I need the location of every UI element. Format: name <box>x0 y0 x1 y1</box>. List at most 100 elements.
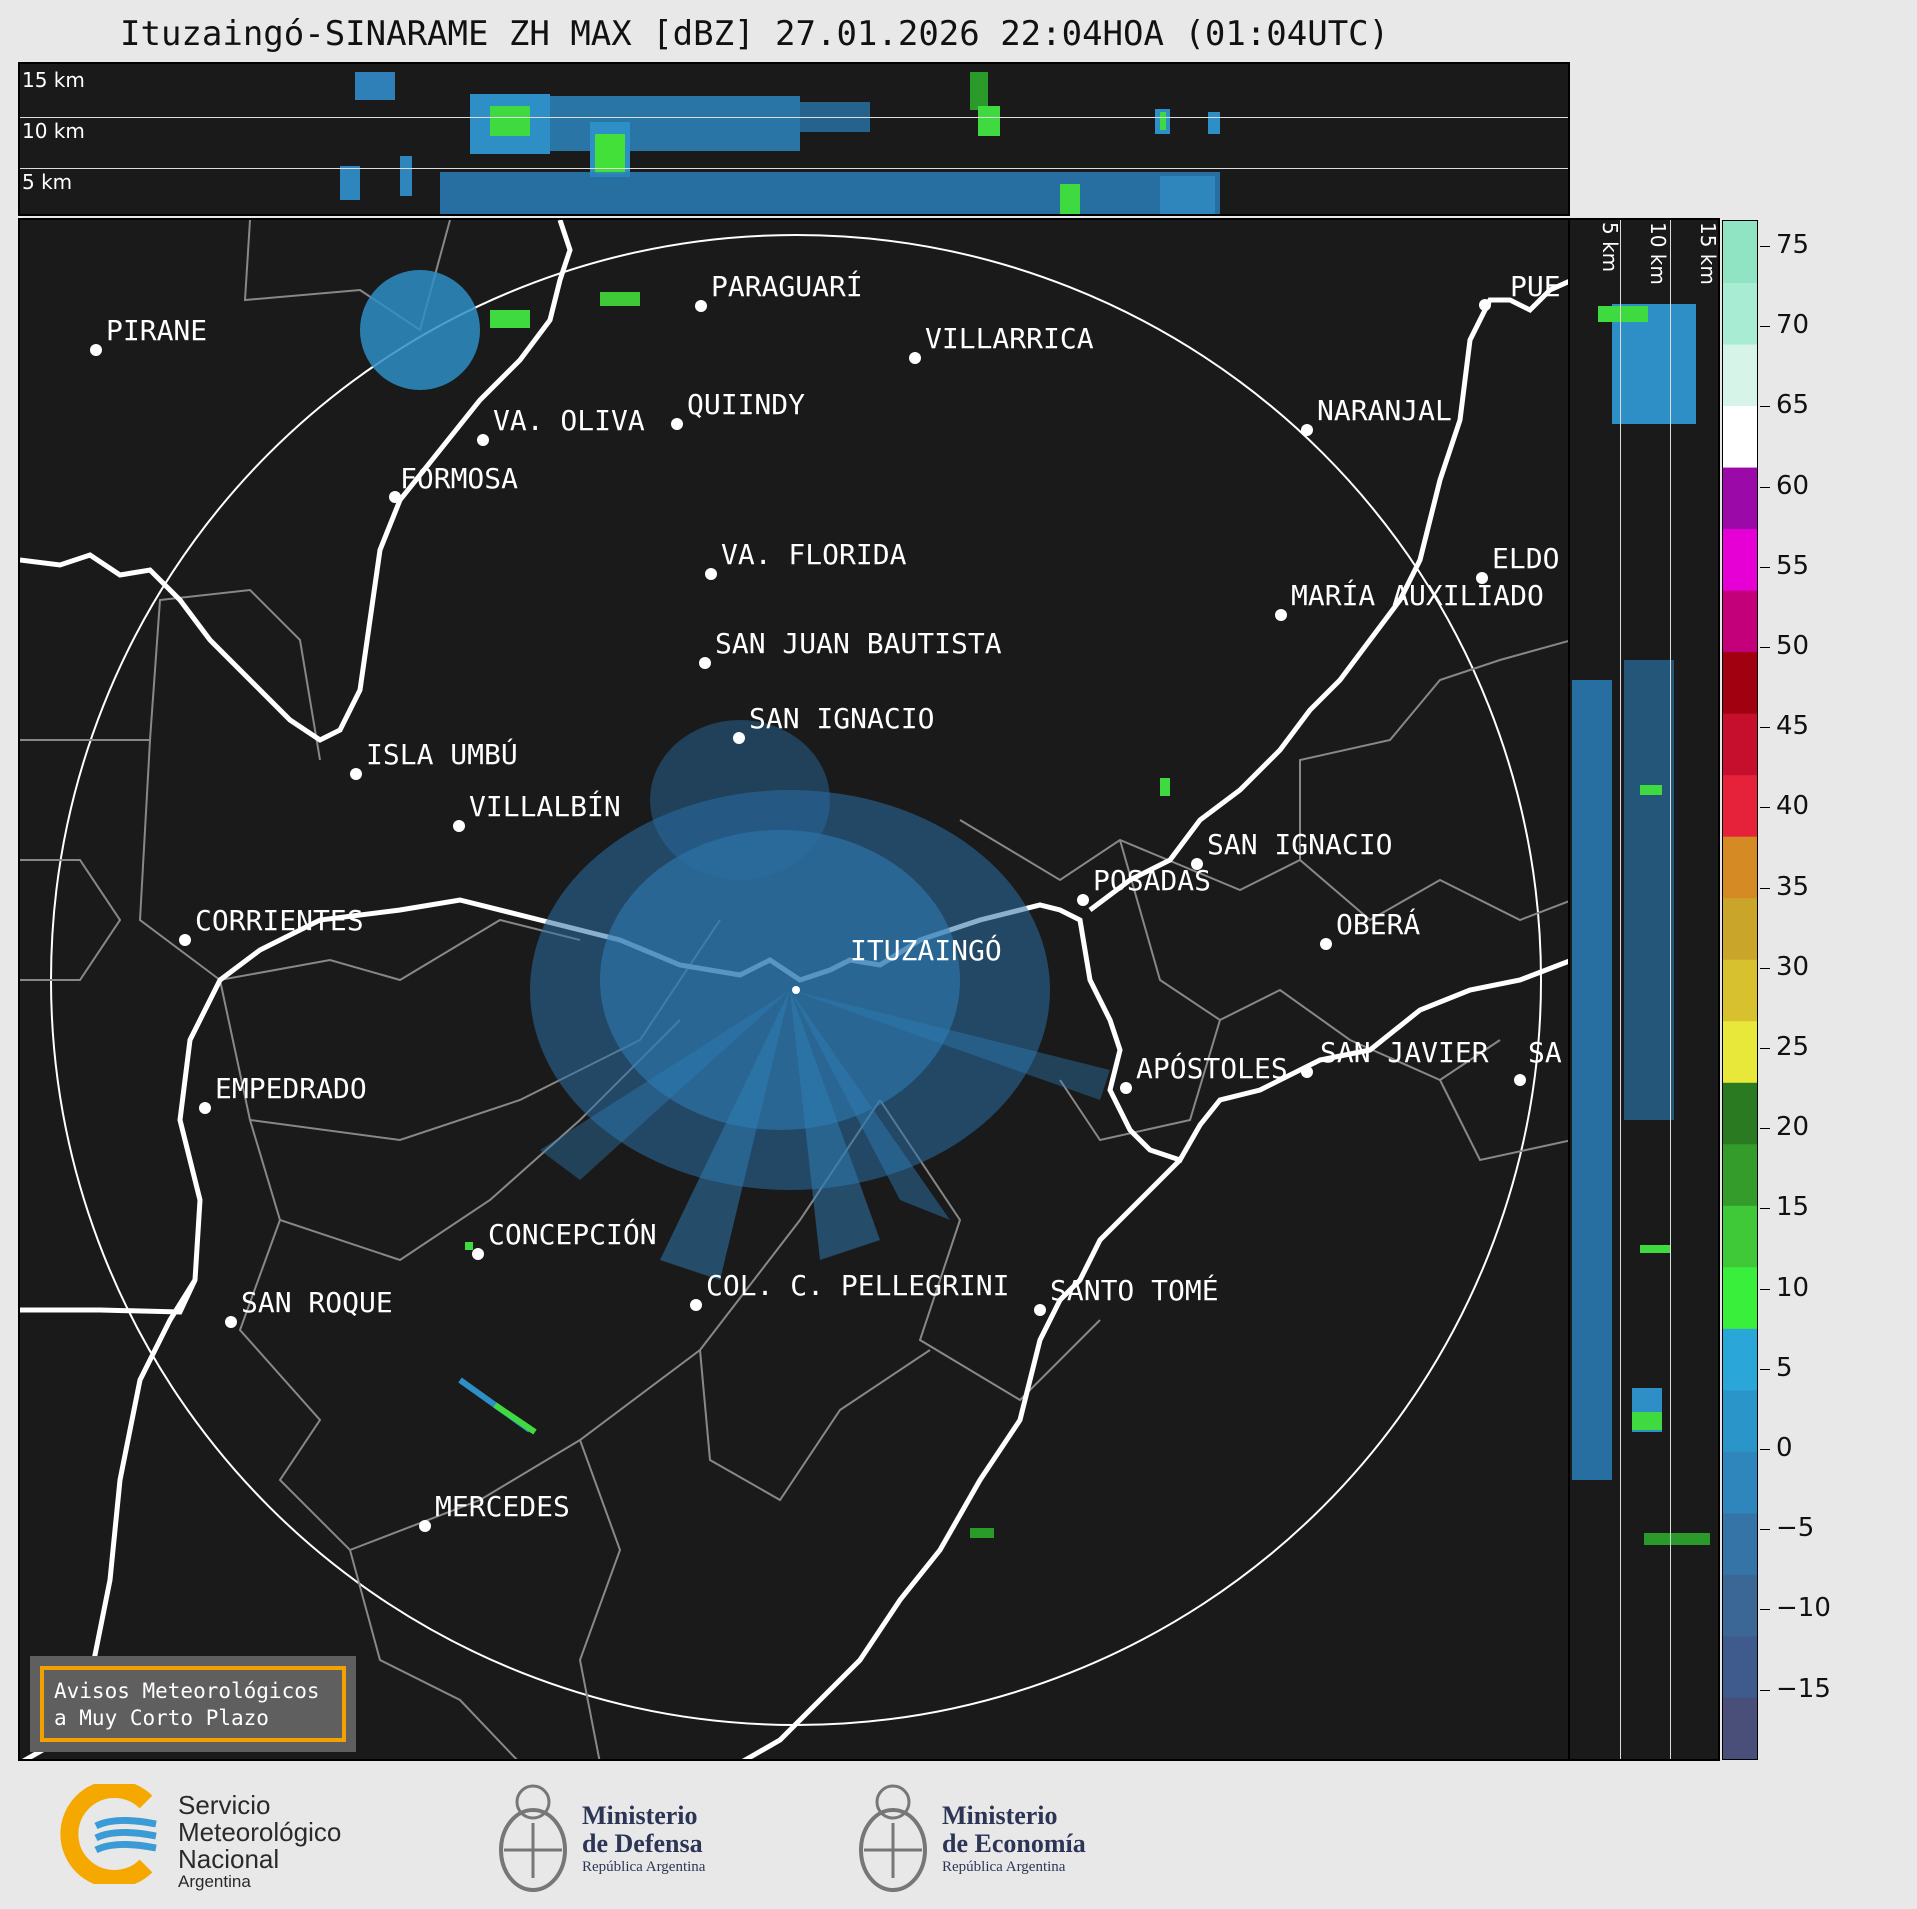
map-layer: PIRANE PARAGUARÍ VILLARRICA QUIINDY VA. … <box>20 220 1568 1759</box>
city-label-santo-tome: SANTO TOMÉ <box>1050 1273 1219 1307</box>
warnings-line-2: a Muy Corto Plazo <box>54 1706 269 1730</box>
colorbar-tick-label: 50 <box>1776 631 1810 661</box>
argentina-shield-icon <box>499 1784 567 1892</box>
colorbar-tick <box>1760 647 1770 648</box>
colorbar-tick <box>1760 1689 1770 1691</box>
city-label-concepcion: CONCEPCIÓN <box>488 1217 657 1251</box>
city-labels: PIRANE PARAGUARÍ VILLARRICA QUIINDY VA. … <box>106 269 1562 1523</box>
colorbar-tick <box>1760 406 1770 408</box>
colorbar-tick-label: 60 <box>1776 470 1810 501</box>
side-height-line-5km <box>1620 220 1621 1759</box>
colorbar-tick <box>1760 1208 1770 1210</box>
colorbar-tick <box>1760 486 1770 488</box>
colorbar-band <box>1723 221 1757 284</box>
side-height-line-10km <box>1670 220 1671 1759</box>
chart-title: Ituzaingó-SINARAME ZH MAX [dBZ] 27.01.20… <box>120 14 1390 54</box>
city-label-obera: OBERÁ <box>1336 907 1420 941</box>
colorbar-tick-label: 65 <box>1776 390 1810 421</box>
colorbar-band <box>1723 1328 1757 1391</box>
city-label-mercedes: MERCEDES <box>435 1490 570 1523</box>
colorbar-tick <box>1760 1288 1770 1290</box>
city-label-san-ignacio-ar: SAN IGNACIO <box>1207 828 1392 861</box>
argentina-shield-icon <box>859 1784 927 1892</box>
economia-logo: Ministerio de Economía República Argenti… <box>854 1778 1114 1898</box>
warnings-link[interactable]: Avisos Meteorológicos a Muy Corto Plazo <box>30 1656 356 1752</box>
colorbar-tick-label: −5 <box>1776 1513 1815 1544</box>
side-height-label-5km: 5 km <box>1598 222 1622 273</box>
colorbar-band <box>1723 528 1757 591</box>
colorbar-tick-label: −15 <box>1776 1673 1831 1704</box>
dbz-colorbar <box>1722 220 1758 1760</box>
colorbar-tick <box>1760 1368 1770 1370</box>
colorbar-band <box>1723 1020 1757 1083</box>
city-label-va-florida: VA. FLORIDA <box>721 538 907 571</box>
colorbar-tick-label: 0 <box>1776 1433 1793 1463</box>
colorbar-band <box>1723 713 1757 776</box>
city-label-san-roque: SAN ROQUE <box>241 1286 393 1319</box>
side-height-label-15km: 15 km <box>1696 222 1720 285</box>
height-line-10km <box>20 117 1568 118</box>
economia-line-1: Ministerio <box>942 1801 1058 1830</box>
radar-map[interactable]: PIRANE PARAGUARÍ VILLARRICA QUIINDY VA. … <box>18 218 1570 1761</box>
colorbar-tick-label: 75 <box>1776 230 1810 260</box>
colorbar-tick-label: −10 <box>1776 1593 1831 1624</box>
colorbar-tick <box>1760 807 1770 809</box>
colorbar-tick-label: 35 <box>1776 871 1810 902</box>
colorbar-band <box>1723 344 1757 407</box>
height-label-5km: 5 km <box>22 170 73 194</box>
smn-emblem-icon <box>60 1784 157 1884</box>
city-label-formosa: FORMOSA <box>400 462 518 495</box>
colorbar-band <box>1723 590 1757 653</box>
defensa-line-2: de Defensa <box>582 1829 703 1858</box>
city-label-san-javier: SAN JAVIER <box>1320 1036 1489 1069</box>
colorbar-band <box>1723 405 1757 468</box>
city-label-sa: SA <box>1528 1036 1562 1069</box>
colorbar-tick <box>1760 1128 1770 1130</box>
colorbar-tick <box>1760 1048 1770 1049</box>
colorbar-tick-label: 45 <box>1776 711 1810 742</box>
top-profile-echoes <box>340 72 1220 214</box>
colorbar-band <box>1723 282 1757 345</box>
colorbar-band <box>1723 1574 1757 1637</box>
warnings-line-1: Avisos Meteorológicos <box>54 1679 320 1703</box>
colorbar-band <box>1723 897 1757 960</box>
colorbar-tick <box>1760 887 1770 889</box>
smn-logo: Servicio Meteorológico Nacional Argentin… <box>56 1784 386 1891</box>
colorbar-band <box>1723 774 1757 837</box>
smn-line-4: Argentina <box>178 1872 251 1891</box>
city-label-san-ignacio-py: SAN IGNACIO <box>749 702 934 735</box>
colorbar-band <box>1723 959 1757 1022</box>
warnings-link-frame[interactable]: Avisos Meteorológicos a Muy Corto Plazo <box>40 1666 346 1742</box>
colorbar-tick-label: 55 <box>1776 550 1810 581</box>
colorbar-band <box>1723 1389 1757 1452</box>
colorbar-band <box>1723 1266 1757 1329</box>
city-label-villarrica: VILLARRICA <box>925 322 1094 355</box>
smn-line-3: Nacional <box>178 1844 280 1874</box>
city-markers <box>90 299 1526 1532</box>
city-label-naranjal: NARANJAL <box>1317 394 1452 427</box>
colorbar-tick <box>1760 1609 1770 1611</box>
city-label-eldo: ELDO <box>1492 542 1559 575</box>
height-line-5km <box>20 168 1568 169</box>
colorbar-band <box>1723 467 1757 530</box>
city-label-posadas: POSADAS <box>1093 864 1211 897</box>
side-height-profile: 5 km 10 km 15 km <box>1568 218 1720 1761</box>
footer-logos: Servicio Meteorológico Nacional Argentin… <box>0 1762 1917 1909</box>
defensa-logo: Ministerio de Defensa República Argentin… <box>494 1778 744 1898</box>
city-label-pirane: PIRANE <box>106 314 207 347</box>
city-label-isla-umbu: ISLA UMBÚ <box>366 737 518 771</box>
city-label-quiindy: QUIINDY <box>687 388 805 421</box>
colorbar-tick <box>1760 246 1770 247</box>
smn-line-1: Servicio <box>178 1790 271 1820</box>
city-label-paraguari: PARAGUARÍ <box>711 269 863 303</box>
colorbar-tick <box>1760 967 1770 969</box>
city-label-col-c-pellegrini: COL. C. PELLEGRINI <box>706 1269 1009 1302</box>
defensa-line-1: Ministerio <box>582 1801 698 1830</box>
colorbar-tick-label: 25 <box>1776 1032 1810 1062</box>
top-height-profile: 15 km 10 km 5 km <box>18 62 1570 216</box>
colorbar-band <box>1723 1635 1757 1698</box>
city-label-maria-auxiliadora: MARÍA AUXILIADO <box>1291 578 1544 612</box>
smn-line-2: Meteorológico <box>178 1817 342 1847</box>
city-label-san-juan-bautista: SAN JUAN BAUTISTA <box>715 627 1002 660</box>
colorbar-band <box>1723 1451 1757 1514</box>
